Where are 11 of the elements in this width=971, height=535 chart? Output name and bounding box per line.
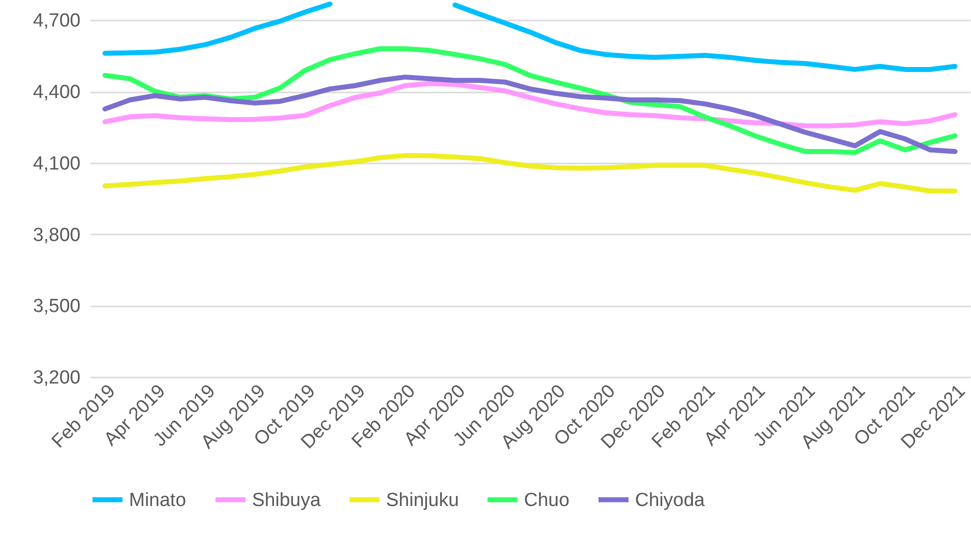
legend-label: Chiyoda xyxy=(635,490,706,511)
y-tick-label: 3,500 xyxy=(32,296,80,318)
y-tick-label: 3,800 xyxy=(32,224,80,246)
legend-label: Shibuya xyxy=(252,490,322,511)
legend-label: Shinjuku xyxy=(386,490,459,511)
y-tick-label: 4,100 xyxy=(32,153,80,174)
legend-label: Minato xyxy=(129,490,186,511)
y-tick-label: 4,400 xyxy=(32,82,80,104)
legend-label: Chuo xyxy=(524,490,570,511)
y-tick-label: 4,700 xyxy=(32,10,80,32)
y-tick-label: 3,200 xyxy=(32,368,80,388)
